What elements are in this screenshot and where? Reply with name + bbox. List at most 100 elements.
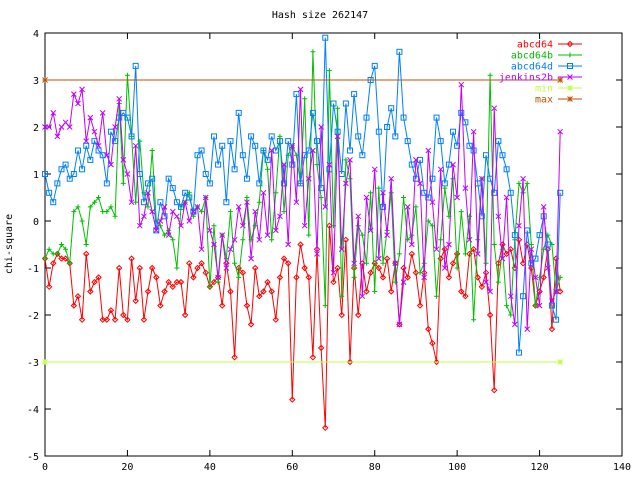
data-point-abcd64d bbox=[417, 156, 424, 163]
data-point-jenkins2b bbox=[470, 128, 477, 135]
data-point-abcd64 bbox=[280, 255, 288, 262]
data-point-abcd64b bbox=[75, 204, 81, 210]
data-point-jenkins2b bbox=[95, 142, 102, 149]
data-point-abcd64d bbox=[342, 100, 349, 107]
data-point-jenkins2b bbox=[169, 208, 176, 215]
y-tick-label: 2 bbox=[33, 123, 39, 134]
legend-marker-abcd64d bbox=[567, 63, 573, 69]
data-point-jenkins2b bbox=[120, 157, 127, 163]
series-layer bbox=[41, 34, 564, 432]
data-point-abcd64d bbox=[239, 152, 246, 159]
data-point-abcd64b bbox=[376, 185, 382, 191]
data-point-abcd64 bbox=[173, 278, 181, 286]
series-abcd64d bbox=[42, 34, 564, 356]
data-point-abcd64 bbox=[284, 260, 292, 267]
data-point-abcd64d bbox=[375, 128, 382, 135]
data-point-jenkins2b bbox=[293, 199, 300, 206]
data-point-abcd64d bbox=[260, 147, 267, 154]
x-axis: 0 20 40 60 80 100 120 140 bbox=[42, 33, 631, 473]
x-tick-label: 60 bbox=[286, 462, 298, 473]
data-point-abcd64 bbox=[256, 292, 263, 300]
data-point-abcd64 bbox=[445, 274, 453, 281]
data-point-jenkins2b bbox=[157, 218, 164, 224]
data-point-abcd64b bbox=[326, 68, 332, 74]
data-point-abcd64b bbox=[396, 251, 402, 257]
data-point-abcd64 bbox=[276, 274, 284, 281]
data-point-abcd64b bbox=[42, 256, 48, 262]
data-point-abcd64b bbox=[207, 284, 213, 290]
data-point-abcd64b bbox=[67, 260, 73, 266]
data-point-jenkins2b bbox=[99, 110, 106, 116]
data-point-jenkins2b bbox=[536, 302, 543, 309]
data-point-jenkins2b bbox=[211, 241, 217, 248]
data-point-jenkins2b bbox=[511, 321, 518, 328]
data-point-jenkins2b bbox=[272, 227, 279, 234]
data-point-abcd64b bbox=[388, 190, 394, 196]
data-point-abcd64 bbox=[396, 321, 403, 328]
data-point-abcd64 bbox=[243, 302, 251, 309]
legend-marker-max bbox=[567, 96, 573, 102]
data-point-abcd64 bbox=[379, 274, 387, 281]
data-point-jenkins2b bbox=[42, 124, 48, 130]
data-point-abcd64d bbox=[223, 199, 230, 206]
data-point-abcd64d bbox=[194, 152, 201, 159]
data-point-jenkins2b bbox=[359, 293, 366, 300]
data-point-abcd64b bbox=[438, 237, 444, 243]
data-point-abcd64d bbox=[83, 142, 90, 149]
data-point-jenkins2b bbox=[116, 95, 123, 102]
data-point-abcd64d bbox=[499, 152, 506, 159]
x-tick-label: 100 bbox=[448, 462, 466, 473]
legend-marker-abcd64b bbox=[567, 52, 573, 58]
x-tick-label: 140 bbox=[613, 462, 631, 473]
data-point-abcd64b bbox=[335, 105, 341, 111]
legend-label-abcd64b: abcd64b bbox=[511, 51, 553, 62]
data-point-abcd64d bbox=[363, 114, 370, 121]
data-point-abcd64 bbox=[247, 321, 255, 328]
data-point-abcd64 bbox=[412, 269, 420, 276]
data-point-abcd64d bbox=[520, 293, 527, 300]
data-point-jenkins2b bbox=[289, 142, 296, 149]
data-point-abcd64d bbox=[54, 180, 61, 187]
data-point-jenkins2b bbox=[239, 222, 246, 229]
data-point-abcd64 bbox=[144, 288, 152, 295]
data-point-jenkins2b bbox=[544, 265, 551, 271]
data-point-jenkins2b bbox=[347, 157, 353, 163]
data-point-jenkins2b bbox=[285, 241, 292, 248]
data-point-abcd64d bbox=[491, 189, 498, 196]
data-point-abcd64 bbox=[95, 274, 102, 281]
data-point-abcd64 bbox=[515, 236, 523, 244]
data-point-jenkins2b bbox=[446, 241, 452, 248]
data-point-abcd64d bbox=[272, 147, 279, 154]
data-point-jenkins2b bbox=[54, 133, 61, 140]
data-point-jenkins2b bbox=[219, 232, 226, 238]
data-point-jenkins2b bbox=[491, 105, 498, 112]
data-point-jenkins2b bbox=[91, 128, 98, 135]
data-point-abcd64b bbox=[487, 72, 493, 78]
data-point-abcd64d bbox=[120, 109, 127, 116]
data-point-jenkins2b bbox=[483, 279, 489, 285]
data-point-abcd64 bbox=[190, 274, 197, 281]
data-point-jenkins2b bbox=[433, 246, 440, 253]
data-point-abcd64d bbox=[165, 175, 172, 182]
data-point-jenkins2b bbox=[495, 213, 502, 220]
data-point-abcd64d bbox=[198, 147, 205, 154]
data-point-abcd64b bbox=[302, 96, 308, 102]
series-line-abcd64b bbox=[44, 51, 561, 320]
data-point-abcd64 bbox=[305, 274, 312, 281]
data-point-abcd64d bbox=[202, 171, 209, 177]
data-point-abcd64 bbox=[140, 316, 148, 323]
data-point-abcd64b bbox=[236, 274, 242, 280]
data-point-abcd64d bbox=[334, 128, 341, 135]
data-point-abcd64b bbox=[240, 237, 246, 243]
data-point-abcd64d bbox=[330, 100, 337, 107]
data-point-abcd64b bbox=[343, 157, 349, 163]
data-point-abcd64 bbox=[111, 316, 119, 323]
data-point-abcd64d bbox=[429, 175, 436, 182]
data-point-abcd64b bbox=[227, 209, 233, 215]
data-point-abcd64 bbox=[165, 278, 172, 286]
data-point-abcd64d bbox=[169, 185, 176, 192]
x-tick-label: 20 bbox=[121, 462, 133, 473]
data-point-abcd64d bbox=[388, 105, 395, 112]
series-line-jenkins2b bbox=[45, 84, 561, 330]
data-point-abcd64d bbox=[145, 180, 152, 187]
